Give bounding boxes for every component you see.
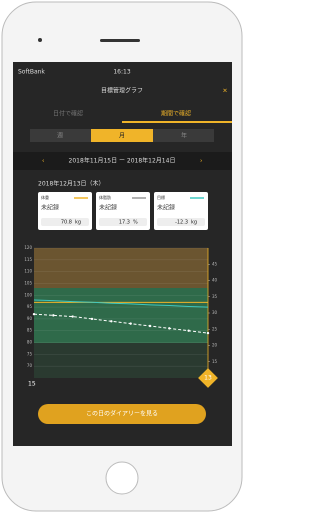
speaker xyxy=(100,39,140,42)
card-label: 目標 xyxy=(157,194,165,200)
selected-date: 2018年12月13日（木） xyxy=(38,180,105,188)
y-tick-label: 75 xyxy=(27,351,33,356)
card-label: 体脂肪 xyxy=(99,194,111,200)
y2-tick-label: 45 xyxy=(212,261,218,266)
y-tick-label: 110 xyxy=(24,269,32,274)
period[interactable]: 週 xyxy=(57,132,63,140)
prev[interactable]: ‹ xyxy=(42,158,44,165)
x-tick-label: 15 xyxy=(28,381,36,388)
card-status: 未記録 xyxy=(41,204,59,212)
card-unit: kg xyxy=(191,220,197,226)
y2-tick-label: 35 xyxy=(212,294,218,299)
y2-tick-label: 15 xyxy=(212,359,218,364)
card-status: 未記録 xyxy=(99,204,117,212)
point xyxy=(168,327,170,329)
point xyxy=(149,325,151,327)
close-button[interactable]: ✕ xyxy=(222,88,227,95)
x-tick-label: 13 xyxy=(204,375,212,382)
point xyxy=(129,322,131,324)
date-range: 2018年11月15日 ー 2018年12月14日 xyxy=(69,157,176,165)
y-tick-label: 105 xyxy=(24,280,32,285)
upper-band xyxy=(34,248,208,288)
card-value: 70.8 xyxy=(61,220,72,226)
y-tick-label: 85 xyxy=(27,328,33,333)
y-tick-label: 90 xyxy=(27,316,33,321)
card-label: 体重 xyxy=(41,194,49,200)
point xyxy=(71,315,73,317)
y-tick-label: 95 xyxy=(27,304,33,309)
carrier: SoftBank xyxy=(18,69,45,76)
y2-tick-label: 30 xyxy=(212,310,218,315)
y2-tick-label: 40 xyxy=(212,278,218,283)
point xyxy=(33,313,35,315)
clock: 16:13 xyxy=(113,69,130,76)
y-tick-label: 115 xyxy=(24,257,32,262)
tab-underline xyxy=(122,121,232,123)
screen: SoftBank 16:13 目標管理グラフ ✕ 日付で確認 期間で確認 週 月… xyxy=(0,0,244,513)
card-value: 17.3 xyxy=(119,220,130,226)
y-tick-label: 70 xyxy=(27,363,33,368)
card-unit: kg xyxy=(75,220,81,226)
point xyxy=(110,320,112,322)
camera xyxy=(38,38,42,42)
y2-tick-label: 20 xyxy=(212,343,218,348)
point xyxy=(207,332,209,334)
period[interactable]: 月 xyxy=(119,133,125,140)
y-tick-label: 120 xyxy=(24,245,32,250)
home-button[interactable] xyxy=(106,462,138,494)
point xyxy=(187,330,189,332)
card-unit: % xyxy=(133,220,138,226)
point xyxy=(91,318,93,320)
next[interactable]: › xyxy=(200,158,202,165)
tab[interactable]: 日付で確認 xyxy=(53,110,83,118)
title: 目標管理グラフ xyxy=(101,87,143,95)
card-value: -12.3 xyxy=(175,220,188,226)
y2-tick-label: 25 xyxy=(212,326,218,331)
period[interactable]: 年 xyxy=(181,132,187,140)
y-tick-label: 80 xyxy=(27,340,33,345)
card-status: 未記録 xyxy=(157,204,175,212)
y-tick-label: 100 xyxy=(24,292,32,297)
tab[interactable]: 期間で確認 xyxy=(161,110,191,118)
diary-button-label[interactable]: この日のダイアリーを見る xyxy=(86,410,158,418)
point xyxy=(52,314,54,316)
